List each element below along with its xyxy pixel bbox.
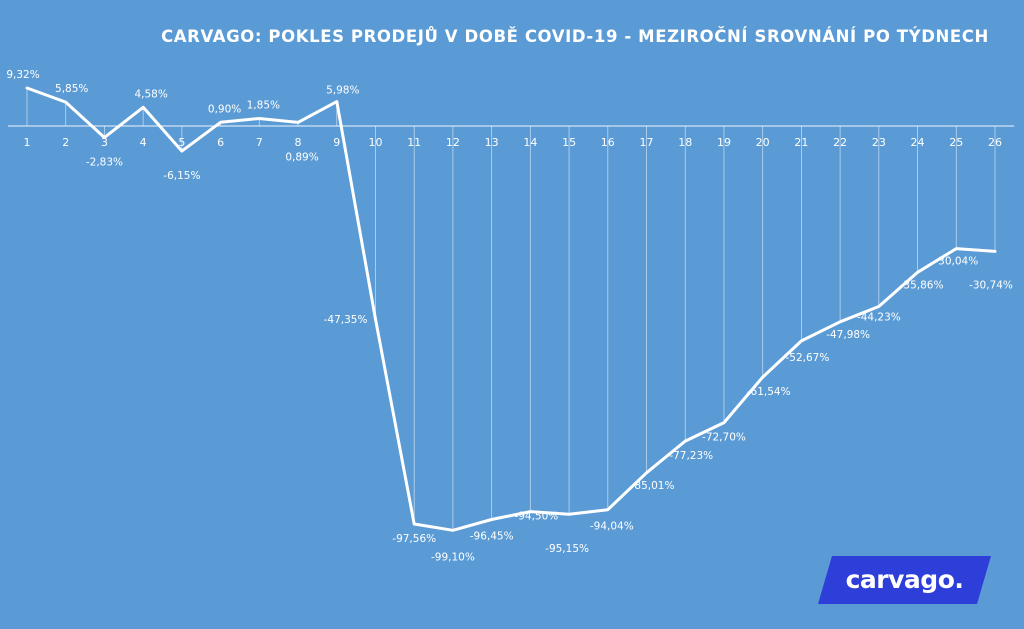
data-label: 0,90% (208, 103, 241, 115)
x-tick-label: 15 (562, 136, 576, 149)
x-tick-label: 23 (872, 136, 886, 149)
series-line (25, 86, 997, 532)
x-tick-label: 25 (949, 136, 963, 149)
data-label: 4,58% (134, 88, 167, 100)
x-tick-label: 11 (407, 136, 421, 149)
x-tick-label: 10 (368, 136, 382, 149)
data-label: 1,85% (247, 99, 280, 111)
data-label: -95,15% (545, 543, 589, 555)
data-label: -99,10% (431, 551, 475, 563)
data-label: -72,70% (702, 432, 746, 444)
x-tick-label: 24 (911, 136, 925, 149)
data-label: -47,35% (324, 314, 368, 326)
data-label: -30,74% (969, 279, 1013, 291)
data-label: -77,23% (669, 450, 713, 462)
data-label: 0,89% (285, 151, 318, 163)
x-tick-label: 21 (794, 136, 808, 149)
x-tick-label: 2 (62, 136, 69, 149)
data-label: -44,23% (857, 311, 901, 323)
x-tick-label: 3 (101, 136, 108, 149)
x-tick-label: 16 (601, 136, 615, 149)
carvago-logo: carvago. (818, 556, 991, 604)
x-tick-label: 6 (217, 136, 224, 149)
data-labels: 9,32% 5,85% -2,83% 4,58% -6,15% 0,90% 1,85% 0,8… (6, 69, 1013, 563)
drop-lines (26, 87, 996, 531)
x-tick-label: 14 (523, 136, 537, 149)
x-tick-label: 18 (678, 136, 692, 149)
data-label: -2,83% (86, 157, 123, 169)
data-label: -61,54% (747, 386, 791, 398)
data-label: -94,04% (590, 521, 634, 533)
data-label: -35,86% (900, 279, 944, 291)
x-tick-label: 12 (446, 136, 460, 149)
x-tick-label: 19 (717, 136, 731, 149)
chart-title: CARVAGO: POKLES PRODEJŮ V DOBĚ COVID-19 … (161, 26, 989, 46)
x-tick-label: 20 (756, 136, 770, 149)
data-label: -94,50% (514, 511, 558, 523)
x-tick-label: 9 (333, 136, 340, 149)
data-label: -96,45% (470, 531, 514, 543)
logo-text: carvago. (845, 565, 964, 594)
data-label: 5,85% (55, 83, 88, 95)
data-label: -85,01% (631, 480, 675, 492)
x-tick-label: 4 (140, 136, 147, 149)
data-label: -97,56% (392, 533, 436, 545)
data-label: -30,04% (934, 256, 978, 268)
data-label: -52,67% (785, 352, 829, 364)
x-tick-label: 8 (295, 136, 302, 149)
x-tick-label: 13 (485, 136, 499, 149)
x-tick-label: 26 (988, 136, 1002, 149)
data-label: 9,32% (6, 69, 39, 81)
x-tick-labels: 1 2 3 4 5 6 7 8 9 10 11 12 13 14 15 16 17 18 19 20 21 22 23 24 2… (24, 136, 1003, 149)
x-tick-label: 1 (24, 136, 31, 149)
data-label: 5,98% (326, 85, 359, 97)
x-tick-label: 5 (178, 136, 185, 149)
data-label: -6,15% (163, 170, 200, 182)
x-tick-label: 22 (833, 136, 847, 149)
x-tick-label: 17 (640, 136, 654, 149)
x-tick-label: 7 (256, 136, 263, 149)
data-label: -47,98% (826, 329, 870, 341)
